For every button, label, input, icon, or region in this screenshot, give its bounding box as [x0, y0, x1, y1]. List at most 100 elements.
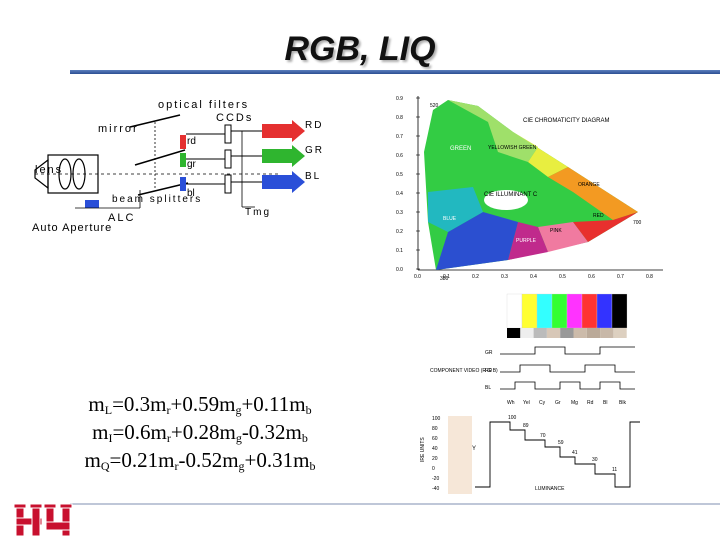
gray-step: [600, 328, 614, 338]
cie-xtick: 0.4: [530, 274, 537, 280]
label-beam: beam splitters: [112, 194, 202, 205]
cie-purple-label: PURPLE: [516, 238, 537, 244]
bar-name: Blk: [619, 400, 626, 406]
color-bar: [611, 293, 628, 329]
cie-xtick: 0.0: [414, 274, 421, 280]
label-tmg: Tmg: [245, 207, 271, 218]
footer-rule: [70, 503, 720, 505]
label-rd: rd: [187, 136, 196, 147]
arrow-red: [262, 120, 305, 142]
cie-blue-label: BLUE: [443, 216, 457, 222]
lum-ytick: 0: [432, 466, 435, 472]
mirror-line: [129, 114, 181, 128]
color-bar: [551, 293, 568, 329]
ccd-red: [224, 124, 232, 144]
lum-step-value: 59: [558, 440, 564, 446]
color-bar: [596, 293, 613, 329]
cie-title: CIE CHROMATICITY DIAGRAM: [523, 118, 609, 124]
lum-y-marker: Y: [472, 446, 476, 452]
cie-xtick: 0.3: [501, 274, 508, 280]
gray-step: [520, 328, 534, 338]
cie-orange-region: [548, 167, 638, 220]
cie-ytick: 0.7: [396, 134, 403, 140]
label-out-rd: RD: [305, 120, 323, 131]
signal-rd-label: RD: [485, 368, 493, 374]
cie-ytick: 0.6: [396, 153, 403, 159]
signal-gr-wave: [500, 346, 635, 355]
cie-ytick: 0.5: [396, 172, 403, 178]
lum-step-value: 70: [540, 433, 546, 439]
luminance-diagram: IRE UNITS 100 80 60 40 20 0 -20 -40 100 89 70 59 41…: [420, 412, 665, 500]
cie-purple-region: [508, 222, 548, 260]
bar-name: Mg: [571, 400, 578, 406]
lum-step-value: 30: [592, 457, 598, 463]
equation-q: mQ=0.21mr-0.52mg+0.31mb: [84, 448, 316, 473]
arrow-green: [262, 145, 305, 167]
label-auto: Auto Aperture: [32, 222, 112, 234]
gray-step: [573, 328, 587, 338]
cie-orange-label: ORANGE: [578, 182, 600, 188]
bar-name: Rd: [587, 400, 594, 406]
lum-scale-bg: [448, 416, 472, 494]
beam-splitter-1: [134, 149, 186, 166]
cie-xtick: 0.6: [588, 274, 595, 280]
cie-ytick: 0.3: [396, 210, 403, 216]
cie-wl-520: 520: [430, 103, 439, 109]
cie-wl-380: 380: [440, 276, 449, 282]
gray-step: [546, 328, 561, 338]
lum-ytick: 20: [432, 456, 438, 462]
filter-green: [180, 153, 186, 167]
lum-ytick: 40: [432, 446, 438, 452]
gray-step: [613, 328, 627, 338]
color-bar: [566, 293, 583, 329]
gray-step: [560, 328, 574, 338]
cie-bluegreen-region: [428, 187, 483, 232]
cie-xtick: 0.7: [617, 274, 624, 280]
cie-ytick: 0.1: [396, 248, 403, 254]
color-bar: [506, 293, 523, 329]
signal-bl-wave: [500, 381, 635, 390]
cie-ytick: 0.2: [396, 229, 403, 235]
cie-yg-label: YELLOWISH GREEN: [488, 145, 537, 151]
slide-title: RGB, LIQ: [284, 30, 436, 68]
cie-ytick: 0.9: [396, 96, 403, 102]
cie-yellow-region: [513, 132, 568, 177]
label-out-gr: GR: [305, 145, 324, 156]
beam-splitter-2: [137, 182, 189, 196]
arrow-blue: [262, 171, 305, 193]
lum-xlabel: LUMINANCE: [535, 486, 565, 492]
label-bl: bl: [187, 188, 195, 199]
camera-diagram: optical filters CCDs mirror lens rd gr b…: [30, 95, 330, 240]
label-lens: lens: [35, 164, 63, 176]
aperture-block: [85, 200, 99, 208]
color-bar: [536, 293, 553, 329]
label-gr: gr: [187, 159, 197, 170]
signal-bl-label: BL: [485, 385, 491, 391]
cie-ytick: 0.4: [396, 191, 403, 197]
cie-illuminant-label: CIE ILLUMINANT C: [484, 192, 538, 198]
equation-l: mL=0.3mr+0.59mg+0.11mb: [88, 392, 312, 417]
bar-name: Wh: [507, 400, 515, 406]
lum-ytick: 60: [432, 436, 438, 442]
signal-rd-wave: [500, 364, 635, 373]
cie-wl-700: 700: [633, 220, 642, 226]
cie-xtick: 0.5: [559, 274, 566, 280]
bar-name: Bl: [603, 400, 607, 406]
component-video-label: COMPONENT VIDEO (R G B): [430, 368, 498, 374]
label-ccds: CCDs: [216, 112, 253, 124]
gray-step: [586, 328, 601, 338]
cie-yellowgreen-region: [448, 100, 538, 162]
cie-green-label: GREEN: [450, 146, 471, 152]
lum-step-value: 41: [572, 450, 578, 456]
lum-step-value: 11: [612, 467, 617, 473]
bar-name: Yel: [523, 400, 530, 406]
lum-ylabel: IRE UNITS: [420, 437, 426, 462]
label-out-bl: BL: [305, 171, 321, 182]
lum-step-value: 89: [523, 423, 529, 429]
cie-pink-region: [538, 222, 588, 252]
bar-name: Gr: [555, 400, 561, 406]
cie-xtick: 0.1: [443, 274, 450, 280]
color-bar: [581, 293, 598, 329]
color-bar: [521, 293, 538, 329]
equation-i: mI=0.6mr+0.28mg-0.32mb: [92, 420, 308, 445]
